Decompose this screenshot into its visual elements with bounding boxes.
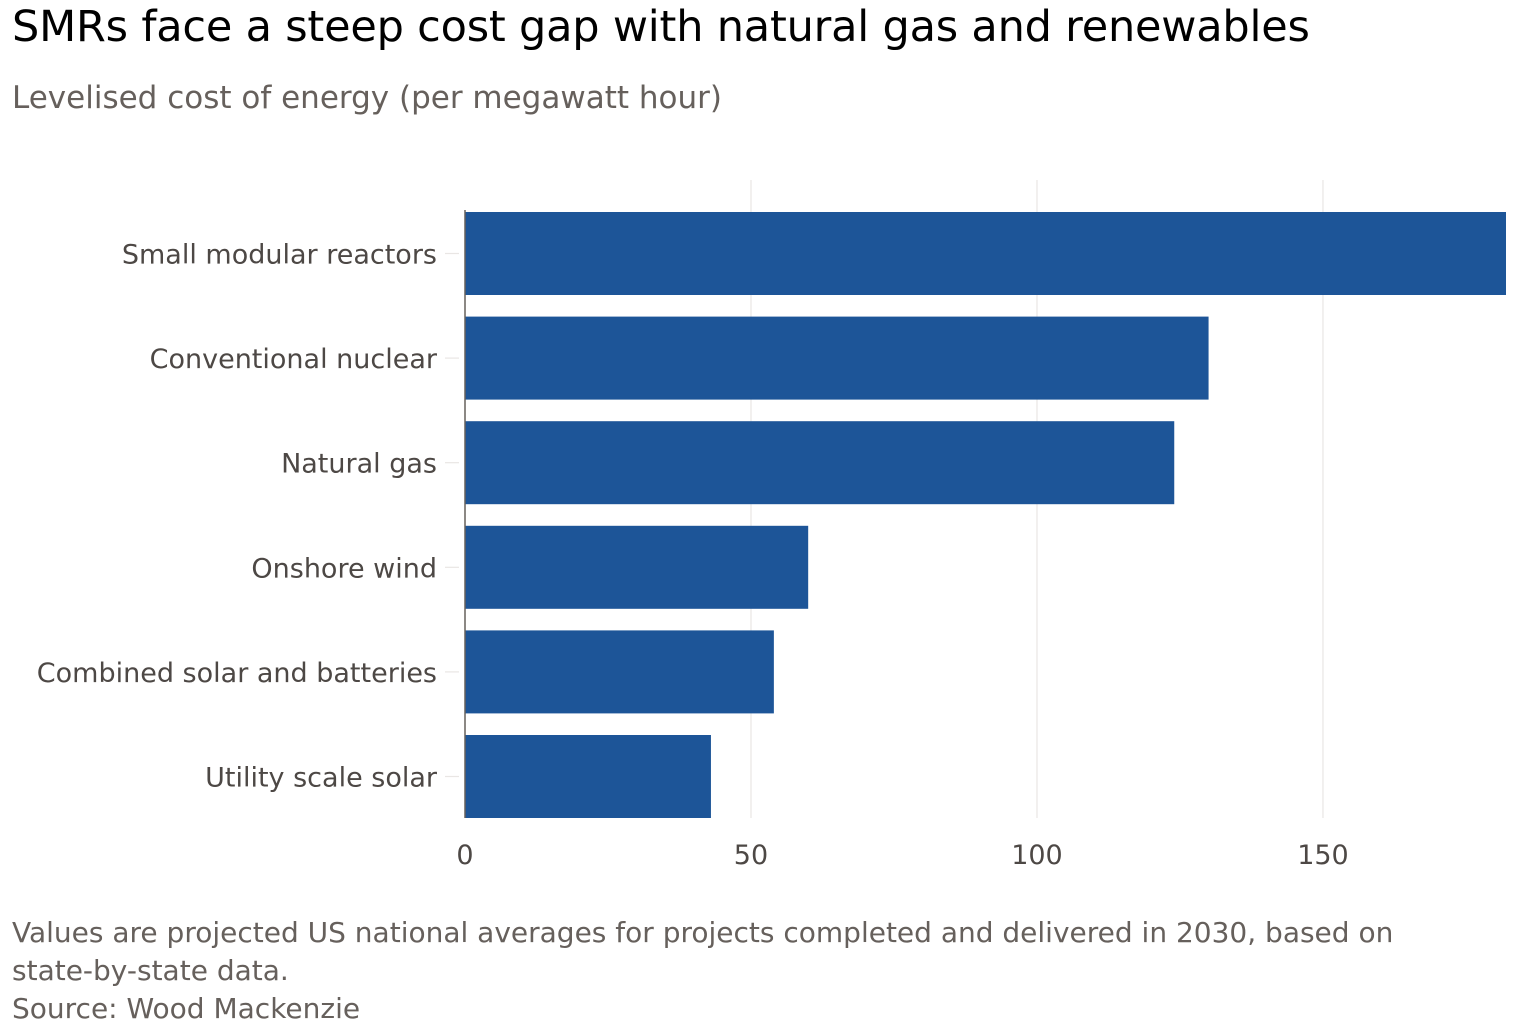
chart-subtitle: Levelised cost of energy (per megawatt h… — [12, 80, 722, 116]
x-tick-label: 150 — [1297, 840, 1349, 871]
category-label: Natural gas — [281, 449, 437, 480]
bar — [465, 212, 1506, 295]
category-label: Conventional nuclear — [150, 344, 438, 375]
chart-title: SMRs face a steep cost gap with natural … — [12, 2, 1310, 52]
bar — [465, 630, 774, 714]
category-label: Combined solar and batteries — [37, 658, 437, 689]
bar — [465, 316, 1209, 400]
x-tick-label: 0 — [456, 840, 473, 871]
x-tick-label: 50 — [734, 840, 768, 871]
category-label: Small modular reactors — [122, 240, 437, 271]
chart-note: Values are projected US national average… — [12, 916, 1394, 987]
chart-footer: Values are projected US national average… — [12, 914, 1412, 1028]
x-tick-label: 100 — [1011, 840, 1063, 871]
category-label: Onshore wind — [251, 553, 437, 584]
bar — [465, 421, 1175, 505]
bar — [465, 735, 711, 818]
category-label: Utility scale solar — [205, 763, 438, 794]
chart-source: Source: Wood Mackenzie — [12, 992, 361, 1025]
bar-chart: Small modular reactors Conventional nucle… — [37, 180, 1506, 871]
bar — [465, 525, 809, 609]
